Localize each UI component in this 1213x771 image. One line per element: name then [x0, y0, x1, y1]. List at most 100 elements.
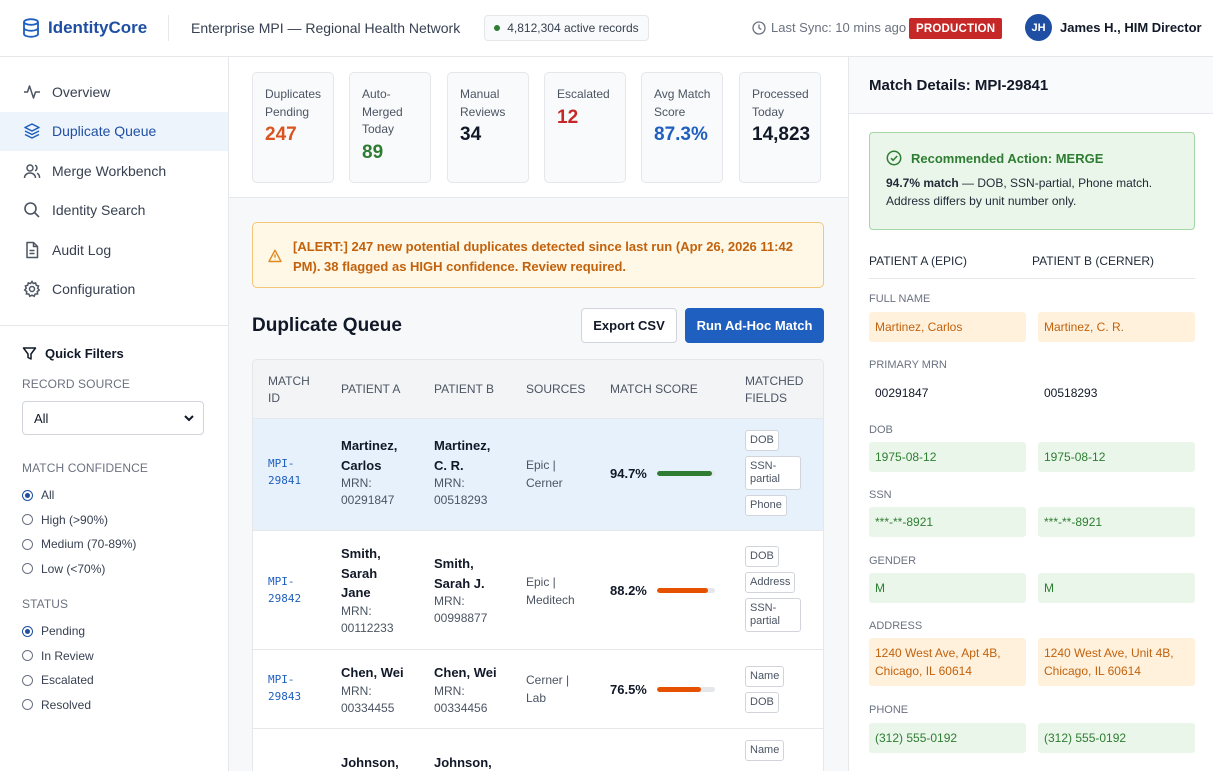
sidebar-nav: Overview Duplicate Queue Merge Workbench… [0, 57, 228, 309]
patient-b-cell: Chen, Wei MRN: 00334456 [434, 663, 514, 717]
sidebar-item-configuration[interactable]: Configuration [0, 270, 228, 310]
patient-b-primary-mrn: 00518293 [1038, 378, 1195, 408]
table-row[interactable]: MPI-29841 Martinez, Carlos MRN: 00291847… [253, 419, 823, 531]
table-row[interactable]: Johnson, Johnson, Name [253, 729, 823, 771]
sidebar-item-label: Duplicate Queue [52, 123, 157, 140]
alert-text: [ALERT:] 247 new potential duplicates de… [293, 239, 793, 274]
activity-icon [24, 85, 40, 99]
export-csv-button[interactable]: Export CSV [581, 308, 677, 343]
recommendation-box: Recommended Action: MERGE 94.7% match — … [869, 132, 1195, 230]
patient-b-dob: 1975-08-12 [1038, 442, 1195, 472]
patient-name: Chen, Wei [434, 665, 497, 680]
sidebar-item-audit-log[interactable]: Audit Log [0, 230, 228, 270]
main-content: Duplicates Pending 247 Auto-Merged Today… [229, 57, 848, 771]
field-tag: DOB [745, 692, 779, 713]
recommendation-title-text: Recommended Action: MERGE [911, 150, 1104, 166]
record-source-select[interactable]: All [22, 401, 204, 435]
column-header-sources[interactable]: SOURCES [526, 382, 586, 396]
patient-a-cell: Smith, Sarah Jane MRN: 00112233 [341, 544, 421, 637]
run-ad-hoc-match-button[interactable]: Run Ad-Hoc Match [685, 308, 824, 343]
patient-name: Smith, Sarah Jane [341, 546, 381, 600]
sidebar-divider [0, 325, 228, 326]
match-score: 88.2% [610, 583, 715, 598]
match-id-link[interactable]: MPI-29843 [268, 673, 302, 703]
patient-name: Martinez, Carlos [341, 438, 398, 473]
field-tag: DOB [745, 546, 779, 567]
patient-b-address: 1240 West Ave, Unit 4B, Chicago, IL 6061… [1038, 638, 1195, 686]
quick-filters-label: Quick Filters [45, 346, 124, 361]
match-confidence-label: MATCH CONFIDENCE [22, 461, 149, 475]
patient-name: Smith, Sarah J. [434, 556, 485, 591]
radio-confidence-high[interactable]: High (>90%) [22, 508, 207, 533]
stat-label: Duplicates Pending [265, 87, 322, 119]
stat-label: Auto-Merged Today [362, 87, 403, 136]
patient-name: Johnson, [434, 755, 492, 770]
user-menu[interactable]: JH James H., HIM Director [1025, 14, 1202, 41]
sidebar-item-duplicate-queue[interactable]: Duplicate Queue [0, 111, 228, 151]
stats-bar: Duplicates Pending 247 Auto-Merged Today… [229, 57, 848, 198]
match-id-link[interactable]: MPI-29842 [268, 575, 302, 605]
app-logo[interactable]: IdentityCore [22, 18, 168, 38]
column-header-patient-a[interactable]: PATIENT A [341, 382, 401, 396]
table-row[interactable]: MPI-29842 Smith, Sarah Jane MRN: 0011223… [253, 531, 823, 650]
sidebar-item-label: Configuration [52, 281, 136, 298]
stat-value: 34 [460, 124, 482, 145]
stat-card-avg-match-score: Avg Match Score 87.3% [641, 72, 723, 183]
match-score-value: 76.5% [610, 682, 647, 697]
column-header-match-score[interactable]: MATCH SCORE [610, 382, 698, 396]
status-label: STATUS [22, 597, 69, 611]
patient-mrn: MRN: 00334456 [434, 683, 488, 715]
status-dot [494, 25, 501, 31]
stat-card-auto-merged: Auto-Merged Today 89 [349, 72, 431, 183]
match-score-bar-fill [656, 588, 709, 593]
database-icon [23, 18, 39, 38]
match-id-link[interactable]: MPI-29841 [268, 457, 302, 487]
match-score: 94.7% [610, 466, 715, 481]
radio-status-pending[interactable]: Pending [22, 619, 207, 644]
radio-circle [22, 538, 33, 550]
radio-circle [22, 650, 33, 662]
stat-value: 14,823 [752, 124, 811, 145]
radio-label: Escalated [41, 673, 94, 688]
filter-icon [22, 347, 37, 360]
radio-confidence-low[interactable]: Low (<70%) [22, 557, 207, 582]
header-title: Enterprise MPI — Regional Health Network [191, 20, 461, 36]
radio-circle [22, 699, 33, 711]
app-header: IdentityCore Enterprise MPI — Regional H… [0, 0, 1213, 57]
radio-label: Medium (70-89%) [41, 537, 137, 552]
radio-status-in-review[interactable]: In Review [22, 644, 207, 669]
patient-b-phone: (312) 555-0192 [1038, 723, 1195, 753]
header-divider [168, 15, 169, 41]
sidebar-item-merge-workbench[interactable]: Merge Workbench [0, 151, 228, 191]
field-tag: DOB [745, 430, 779, 451]
radio-status-escalated[interactable]: Escalated [22, 668, 207, 693]
clock-icon [752, 20, 766, 35]
match-confidence-group: All High (>90%) Medium (70-89%) Low (<70… [22, 483, 207, 581]
radio-label: In Review [41, 648, 94, 663]
recommendation-text: 94.7% match — DOB, SSN-partial, Phone ma… [886, 174, 1186, 210]
column-header-match-id[interactable]: MATCH ID [268, 373, 310, 405]
radio-status-resolved[interactable]: Resolved [22, 693, 207, 718]
sidebar-item-overview[interactable]: Overview [0, 72, 228, 112]
column-header-patient-b[interactable]: PATIENT B [434, 382, 495, 396]
environment-badge: PRODUCTION [909, 18, 1003, 39]
stat-card-manual-reviews: Manual Reviews 34 [447, 72, 529, 183]
column-header-matched-fields[interactable]: MATCHED FIELDS [745, 373, 804, 405]
radio-confidence-medium[interactable]: Medium (70-89%) [22, 532, 207, 557]
table-row[interactable]: MPI-29843 Chen, Wei MRN: 00334455 Chen, … [253, 650, 823, 729]
users-icon [23, 164, 41, 178]
patient-a-phone: (312) 555-0192 [869, 723, 1026, 753]
match-details-title: Match Details: MPI-29841 [849, 57, 1213, 114]
match-score-bar-fill [656, 687, 702, 692]
radio-label: Resolved [41, 697, 92, 712]
radio-confidence-all[interactable]: All [22, 483, 207, 508]
patient-a-column-label: PATIENT A (EPIC) [869, 254, 968, 268]
radio-circle [22, 489, 33, 501]
chevron-down-icon [184, 415, 194, 422]
field-label-ssn: SSN [869, 489, 892, 501]
sidebar-item-identity-search[interactable]: Identity Search [0, 191, 228, 231]
patient-a-address: 1240 West Ave, Apt 4B, Chicago, IL 60614 [869, 638, 1026, 686]
patient-b-gender: M [1038, 573, 1195, 603]
patient-mrn: MRN: 00334455 [341, 683, 395, 715]
recommendation-title: Recommended Action: MERGE [886, 150, 1194, 166]
